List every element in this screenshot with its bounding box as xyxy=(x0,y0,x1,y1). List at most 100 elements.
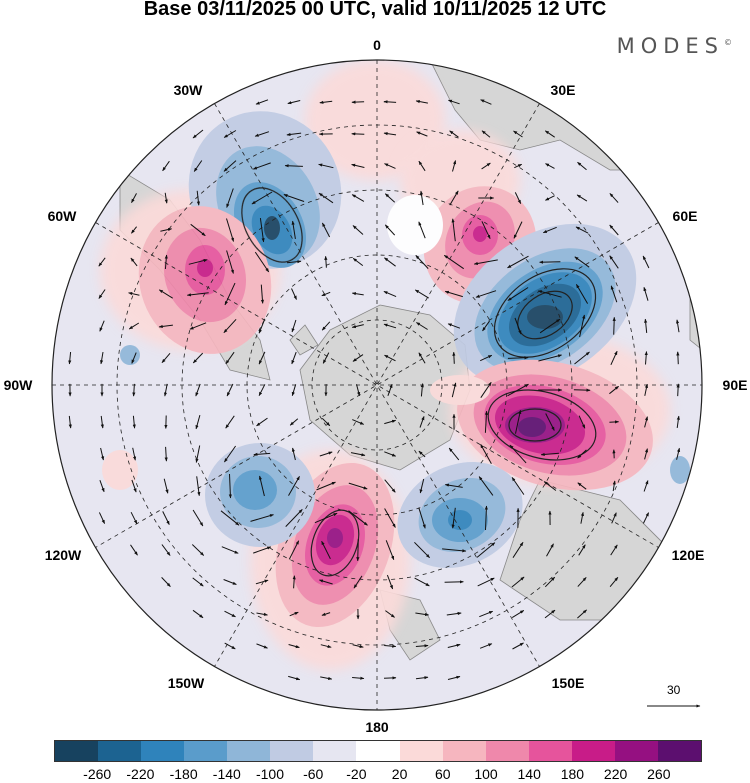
wind-arrow xyxy=(484,505,488,531)
wind-arrow xyxy=(350,452,366,457)
wind-arrow xyxy=(98,257,106,267)
wind-arrow xyxy=(192,577,204,587)
wind-arrow xyxy=(220,510,240,526)
colorbar-swatch xyxy=(356,741,400,761)
label-120w: 120W xyxy=(45,547,82,563)
wind-arrow xyxy=(131,226,137,234)
wind-arrow xyxy=(128,292,140,296)
wind-arrow xyxy=(539,260,561,264)
wind-arrow xyxy=(577,161,587,171)
colorbar-tick-label: 260 xyxy=(647,766,671,782)
wind-arrow xyxy=(573,388,591,392)
colorbar-tick-label: -20 xyxy=(346,766,367,782)
colorbar-tick-label: 220 xyxy=(603,766,628,782)
wind-arrow xyxy=(190,223,206,237)
wind-arrow xyxy=(356,384,361,397)
label-60e: 60E xyxy=(673,208,698,224)
wind-arrow xyxy=(316,481,336,491)
wind-arrow xyxy=(418,221,426,239)
wind-arrow xyxy=(644,416,649,428)
wind-arrow xyxy=(447,323,461,329)
wind-arrow xyxy=(575,226,589,234)
colorbar-tick-label: 140 xyxy=(517,766,541,782)
wind-arrow xyxy=(356,539,360,562)
wind-arrow xyxy=(642,255,650,269)
wind-arrow xyxy=(284,164,303,168)
wind-arrow xyxy=(250,514,274,522)
wind-arrow xyxy=(447,643,461,648)
wind-arrow xyxy=(255,579,269,585)
wind-arrow xyxy=(314,512,338,524)
wind-arrow xyxy=(644,351,648,365)
wind-arrow xyxy=(451,382,457,398)
colorbar-swatch xyxy=(98,741,142,761)
wind-arrow xyxy=(226,218,234,242)
wind-arrow xyxy=(383,323,397,329)
colorbar-swatch xyxy=(141,741,185,761)
wind-arrow xyxy=(161,352,171,364)
wind-arrow xyxy=(287,100,301,105)
wind-arrow xyxy=(348,510,368,526)
wind-arrow xyxy=(385,610,395,618)
wind-arrow xyxy=(258,351,266,365)
wind-arrow xyxy=(384,644,397,648)
wind-arrow xyxy=(223,579,237,585)
map-boundary xyxy=(51,59,703,711)
wind-arrow xyxy=(291,319,297,333)
wind-arrow xyxy=(291,220,296,239)
wind-arrow xyxy=(320,644,332,648)
wind-arrow xyxy=(387,383,393,396)
wind-arrow xyxy=(258,318,266,334)
anomaly-high-60w xyxy=(138,206,272,354)
wind-arrow xyxy=(507,255,529,269)
wind-arrow xyxy=(507,383,529,397)
wind-arrow xyxy=(352,257,364,267)
wind-arrow xyxy=(577,482,587,490)
label-30w: 30W xyxy=(174,82,204,98)
colorbar-swatch xyxy=(614,741,658,761)
wind-arrow xyxy=(291,384,297,397)
wind-arrow xyxy=(642,512,650,524)
wind-arrow xyxy=(544,130,555,138)
wind-arrow xyxy=(609,420,619,424)
wind-arrow xyxy=(131,479,137,493)
colorbar-swatch xyxy=(184,741,228,761)
wind-arrow xyxy=(163,478,169,494)
wind-arrow xyxy=(545,163,555,169)
wind-arrow xyxy=(164,254,168,270)
wind-arrow xyxy=(289,611,299,617)
wind-arrow xyxy=(676,415,680,428)
wind-arrow xyxy=(511,477,525,495)
wind-arrow xyxy=(68,351,72,365)
wind-arrow xyxy=(158,324,173,329)
wind-arrow xyxy=(479,643,493,649)
wind-arrow xyxy=(259,218,265,243)
label-120e: 120E xyxy=(672,547,705,563)
anomaly-field xyxy=(100,60,690,670)
wind-arrow xyxy=(609,576,619,588)
wind-arrow xyxy=(609,385,619,395)
wind-arrow xyxy=(288,476,300,496)
wind-arrow xyxy=(386,574,394,590)
wind-arrow xyxy=(514,317,522,335)
wind-arrow xyxy=(579,314,586,338)
wind-arrow xyxy=(321,540,331,560)
wind-arrow xyxy=(446,611,462,616)
wind-arrow xyxy=(643,286,649,301)
wind-arrow xyxy=(644,383,649,396)
label-150e: 150E xyxy=(552,675,585,691)
wind-arrow xyxy=(415,255,429,269)
wind-arrow xyxy=(321,417,331,427)
wind-arrow xyxy=(288,675,301,681)
wind-arrow xyxy=(100,352,104,365)
wind-arrow xyxy=(192,509,204,527)
wind-arrow xyxy=(452,160,457,172)
wind-arrow xyxy=(576,194,588,202)
brand-mark: © xyxy=(724,38,732,47)
wind-arrow xyxy=(419,478,425,494)
wind-arrow xyxy=(193,160,203,172)
wind-arrow xyxy=(223,130,237,138)
chart-title: Base 03/11/2025 00 UTC, valid 10/11/2025… xyxy=(143,0,607,20)
wind-arrow xyxy=(414,289,429,299)
